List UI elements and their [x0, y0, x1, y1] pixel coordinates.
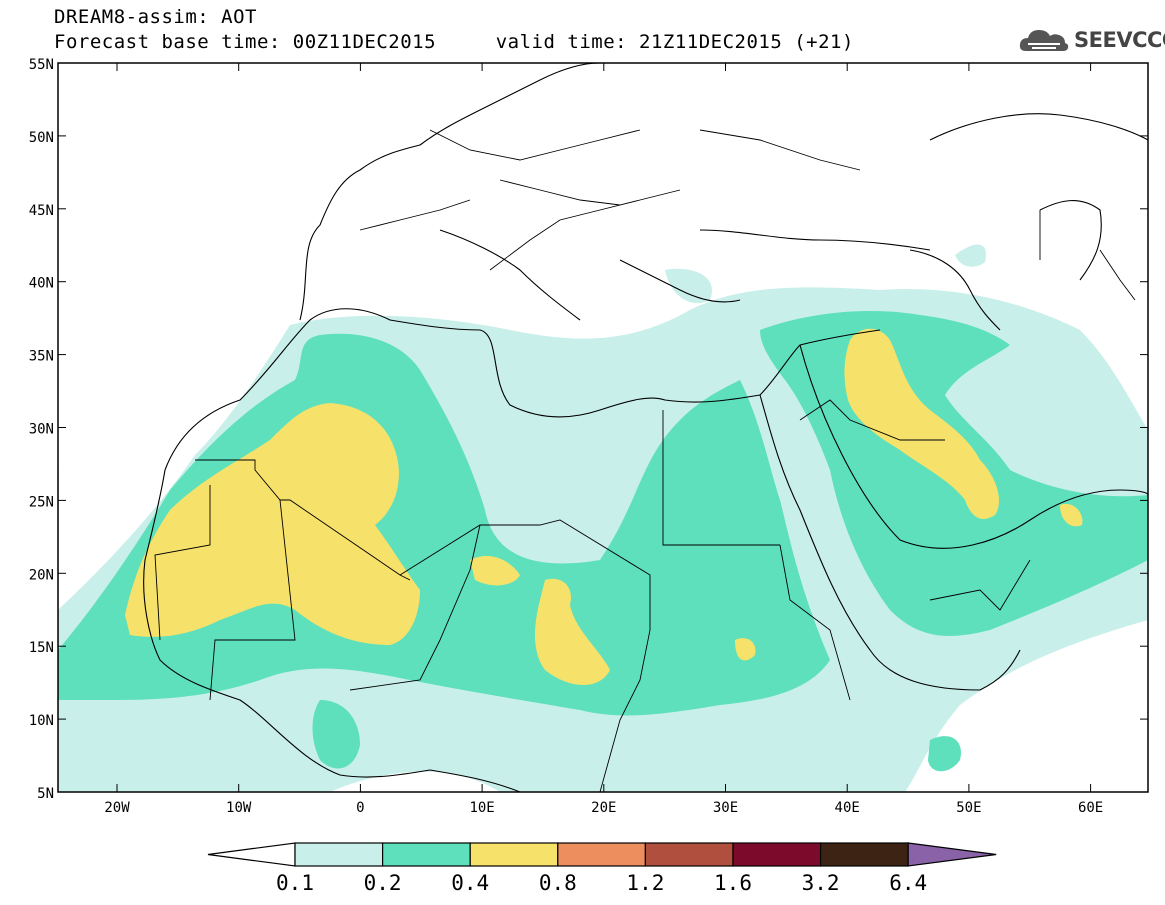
- lat-label: 30N: [29, 422, 54, 438]
- lon-label: 50E: [956, 800, 981, 816]
- lon-label: 0: [356, 800, 364, 816]
- lon-label: 20E: [591, 800, 616, 816]
- lon-label: 10E: [469, 800, 494, 816]
- legend-swatch: [819, 842, 909, 867]
- legend-swatch: [294, 842, 384, 867]
- lat-label: 5N: [37, 786, 54, 802]
- legend-label: 3.2: [802, 871, 840, 895]
- seevccc-logo: SEEVCCC: [1018, 24, 1165, 56]
- lat-label: 25N: [29, 494, 54, 510]
- lat-label: 15N: [29, 640, 54, 656]
- legend-label: 0.4: [451, 871, 489, 895]
- aot-band-high: [125, 328, 1083, 685]
- legend-swatch: [557, 842, 646, 867]
- logo-text: SEEVCCC: [1074, 28, 1165, 52]
- lat-label: 50N: [29, 130, 54, 146]
- coastlines: [58, 63, 1148, 792]
- lat-label: 35N: [29, 349, 54, 365]
- country-borders: [154, 129, 1136, 792]
- latitude-axis: 55N 50N 45N 40N 35N 30N 25N 20N 15N 10N 5N: [29, 57, 1148, 802]
- legend-label: 1.6: [714, 871, 752, 895]
- lat-label: 55N: [29, 57, 54, 73]
- lon-label: 30E: [713, 800, 738, 816]
- longitude-axis: 20W 10W 0 10E 20E 30E 40E 50E 60E: [104, 63, 1103, 816]
- lat-label: 40N: [29, 276, 54, 292]
- legend-swatch: [469, 842, 559, 867]
- legend-label: 0.8: [539, 871, 577, 895]
- lat-label: 20N: [29, 567, 54, 583]
- map-title: DREAM8-assim: AOT: [54, 6, 257, 28]
- lon-label: 20W: [104, 800, 130, 816]
- lon-label: 60E: [1078, 800, 1103, 816]
- lon-label: 10W: [226, 800, 252, 816]
- lon-label: 40E: [835, 800, 860, 816]
- legend-label: 1.2: [626, 871, 664, 895]
- aot-field: [58, 244, 1148, 792]
- lat-label: 45N: [29, 203, 54, 219]
- legend-swatch-over: [907, 842, 997, 867]
- legend-label: 6.4: [889, 871, 927, 895]
- legend-label: 0.1: [276, 871, 314, 895]
- legend-label: 0.2: [364, 871, 402, 895]
- legend-swatch: [382, 842, 471, 867]
- legend-swatch: [644, 842, 734, 867]
- legend-swatch: [732, 842, 822, 867]
- lat-label: 10N: [29, 713, 54, 729]
- forecast-times: Forecast base time: 00Z11DEC2015 valid t…: [54, 31, 854, 53]
- color-legend: 0.1 0.2 0.4 0.8 1.2 1.6 3.2 6.4: [207, 842, 997, 895]
- cloud-icon: [1019, 30, 1069, 51]
- legend-swatch-under: [207, 842, 296, 867]
